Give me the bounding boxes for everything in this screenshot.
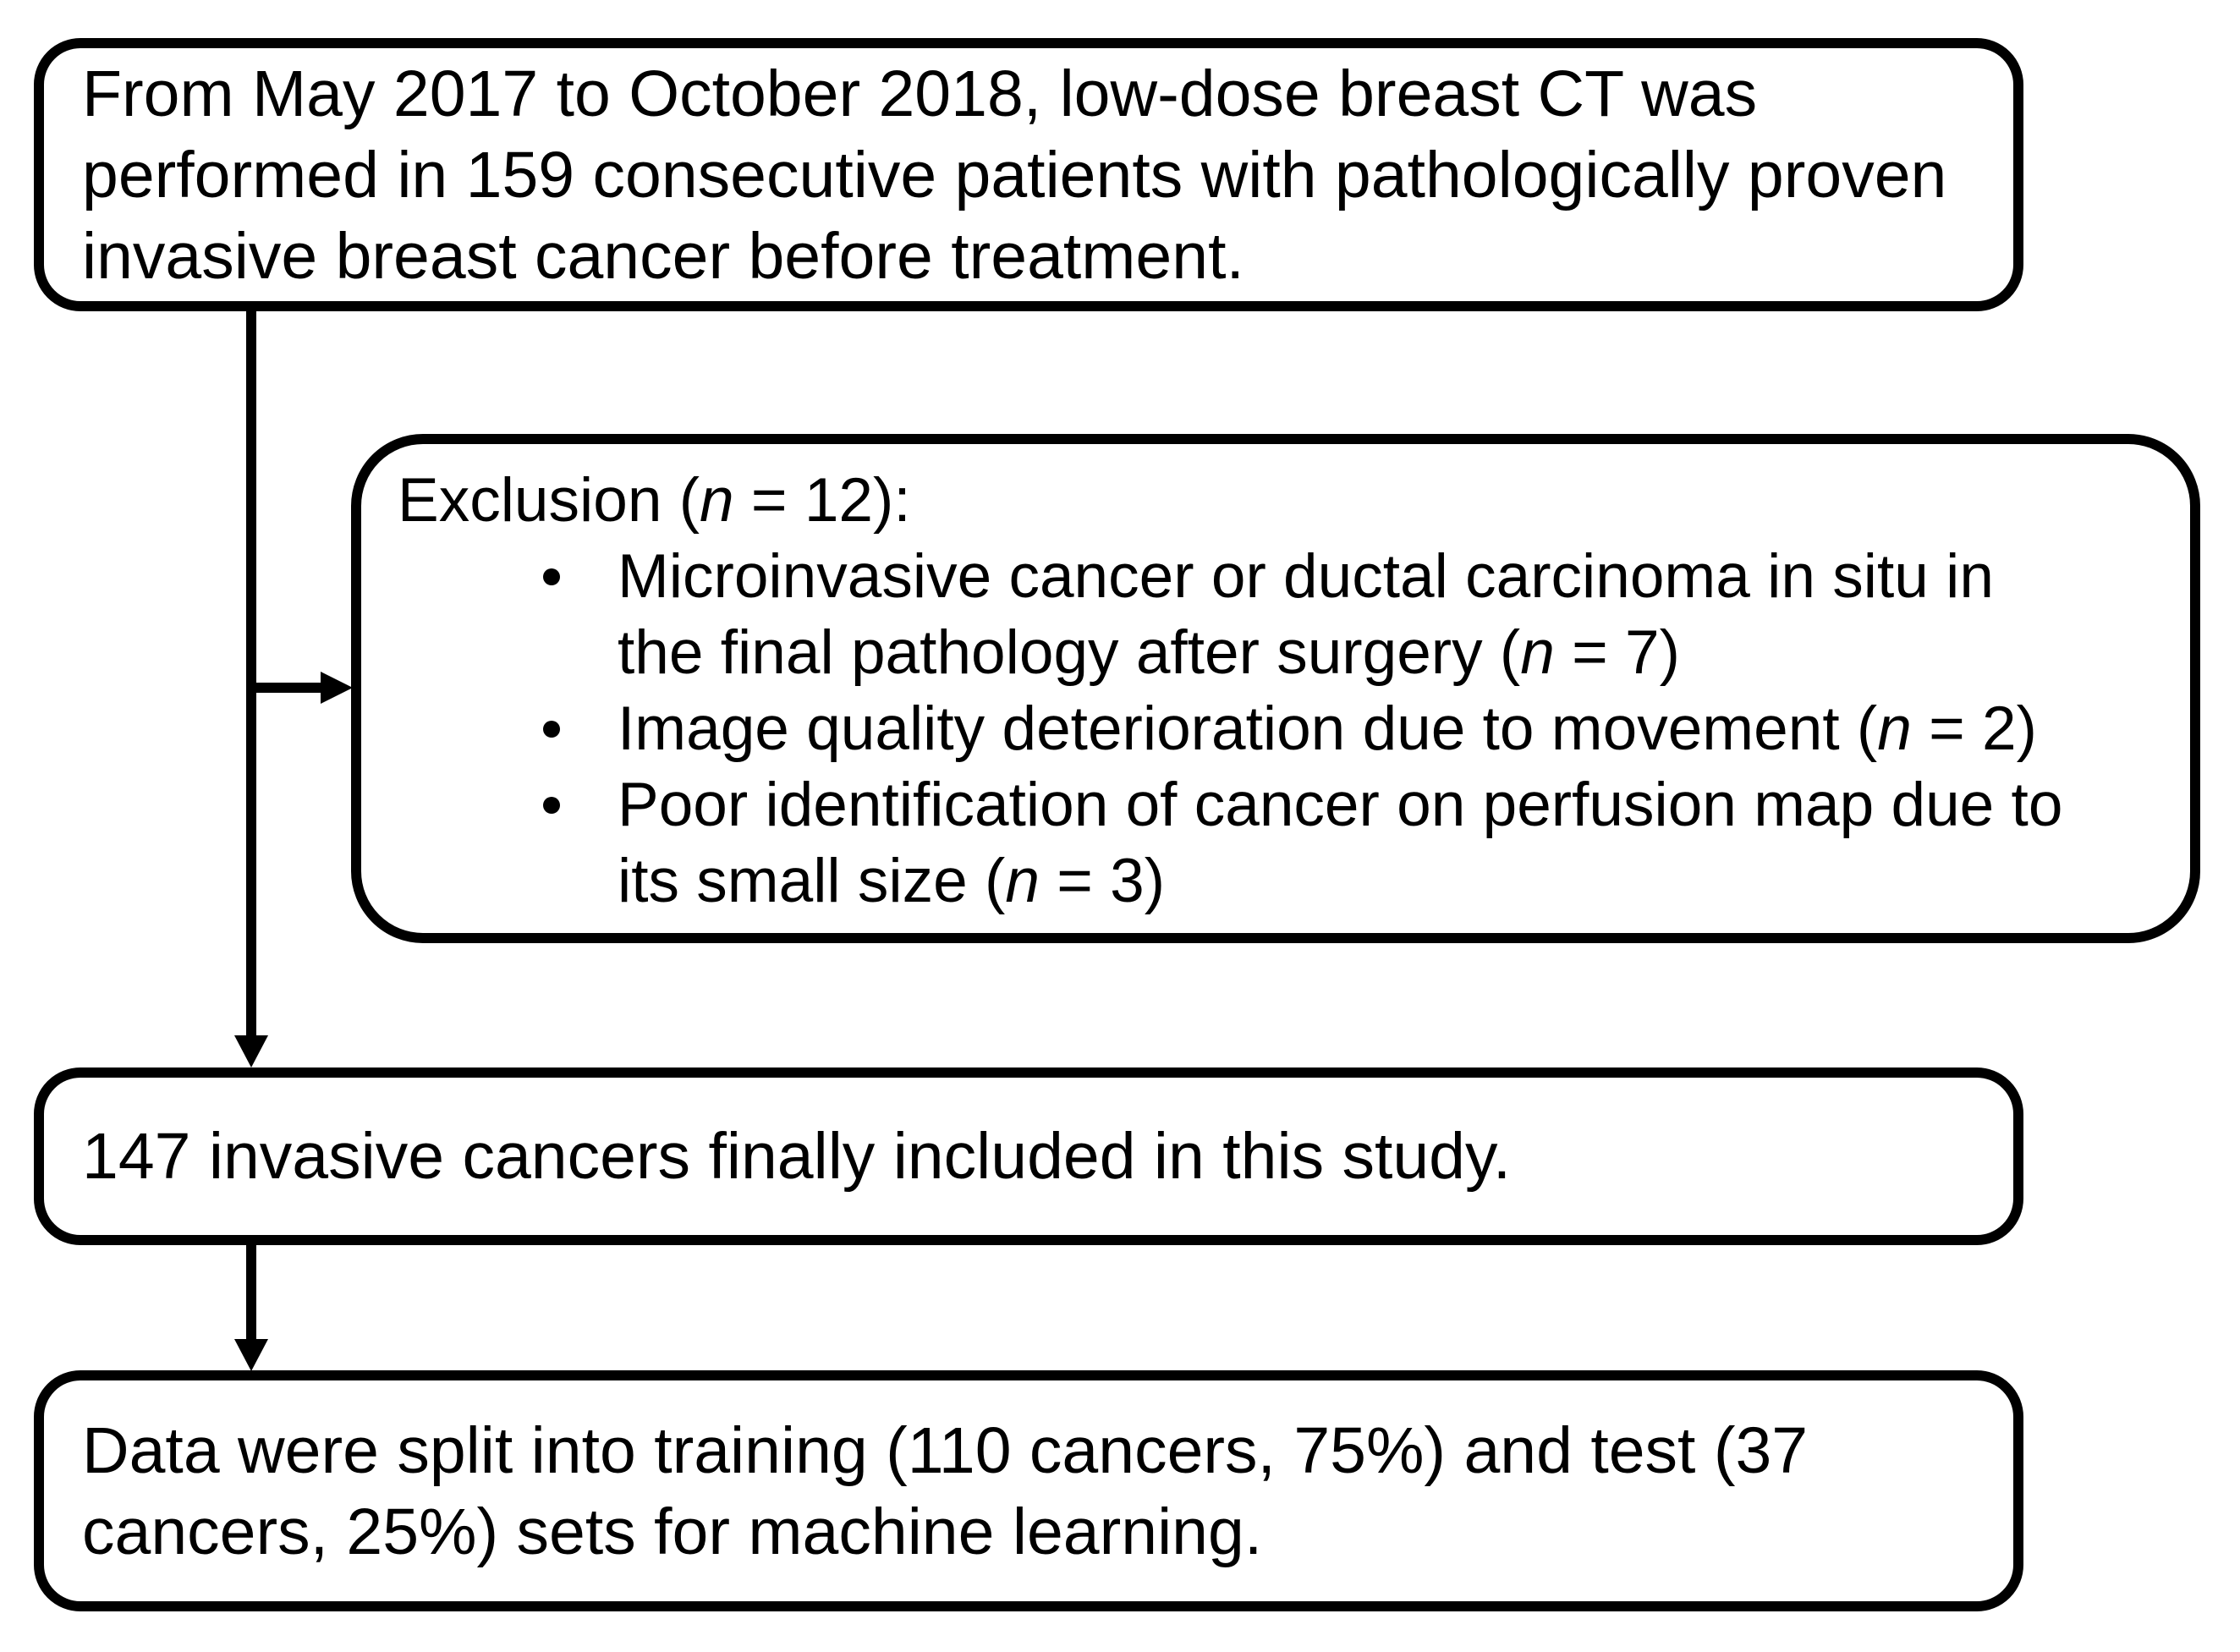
exclusion-bullet-list: Microinvasive cancer or ductal carcinoma… (398, 539, 2165, 919)
text-line: its small size (n = 3) (618, 847, 1166, 915)
text-line: Microinvasive cancer or ductal carcinoma… (618, 542, 1994, 611)
connector-branch-horizontal (251, 683, 322, 693)
arrowhead-down-icon (234, 1339, 268, 1371)
exclusion-bullet: Microinvasive cancer or ductal carcinoma… (398, 539, 2165, 691)
text-line: cancers, 25%) sets for machine learning. (82, 1495, 1263, 1568)
split-box: Data were split into training (110 cance… (34, 1370, 2023, 1611)
arrowhead-down-icon (234, 1035, 268, 1067)
connector-stem-vertical-1 (246, 311, 256, 1035)
recruitment-box: From May 2017 to October 2018, low-dose … (34, 38, 2023, 311)
text-line: Image quality deterioration due to movem… (618, 694, 2037, 763)
exclusion-bullet: Image quality deterioration due to movem… (398, 691, 2165, 767)
text-line: 147 invasive cancers finally included in… (82, 1120, 1512, 1193)
connector-stem-vertical-2 (246, 1245, 256, 1340)
text-line: performed in 159 consecutive patients wi… (82, 138, 1947, 211)
text-line: Data were split into training (110 cance… (82, 1413, 1809, 1487)
exclusion-title: Exclusion (n = 12): (398, 466, 911, 535)
arrowhead-right-icon (321, 672, 353, 704)
text-line: invasive breast cancer before treatment. (82, 219, 1244, 293)
exclusion-box: Exclusion (n = 12): Microinvasive cancer… (351, 434, 2200, 943)
text-line: Poor identification of cancer on perfusi… (618, 771, 2063, 839)
bullet-dot-icon (543, 721, 560, 738)
exclusion-bullet: Poor identification of cancer on perfusi… (398, 767, 2165, 919)
included-box: 147 invasive cancers finally included in… (34, 1067, 2023, 1245)
text-line: From May 2017 to October 2018, low-dose … (82, 57, 1758, 130)
bullet-dot-icon (543, 568, 560, 585)
text-line: the final pathology after surgery (n = 7… (618, 618, 1680, 687)
bullet-dot-icon (543, 797, 560, 814)
